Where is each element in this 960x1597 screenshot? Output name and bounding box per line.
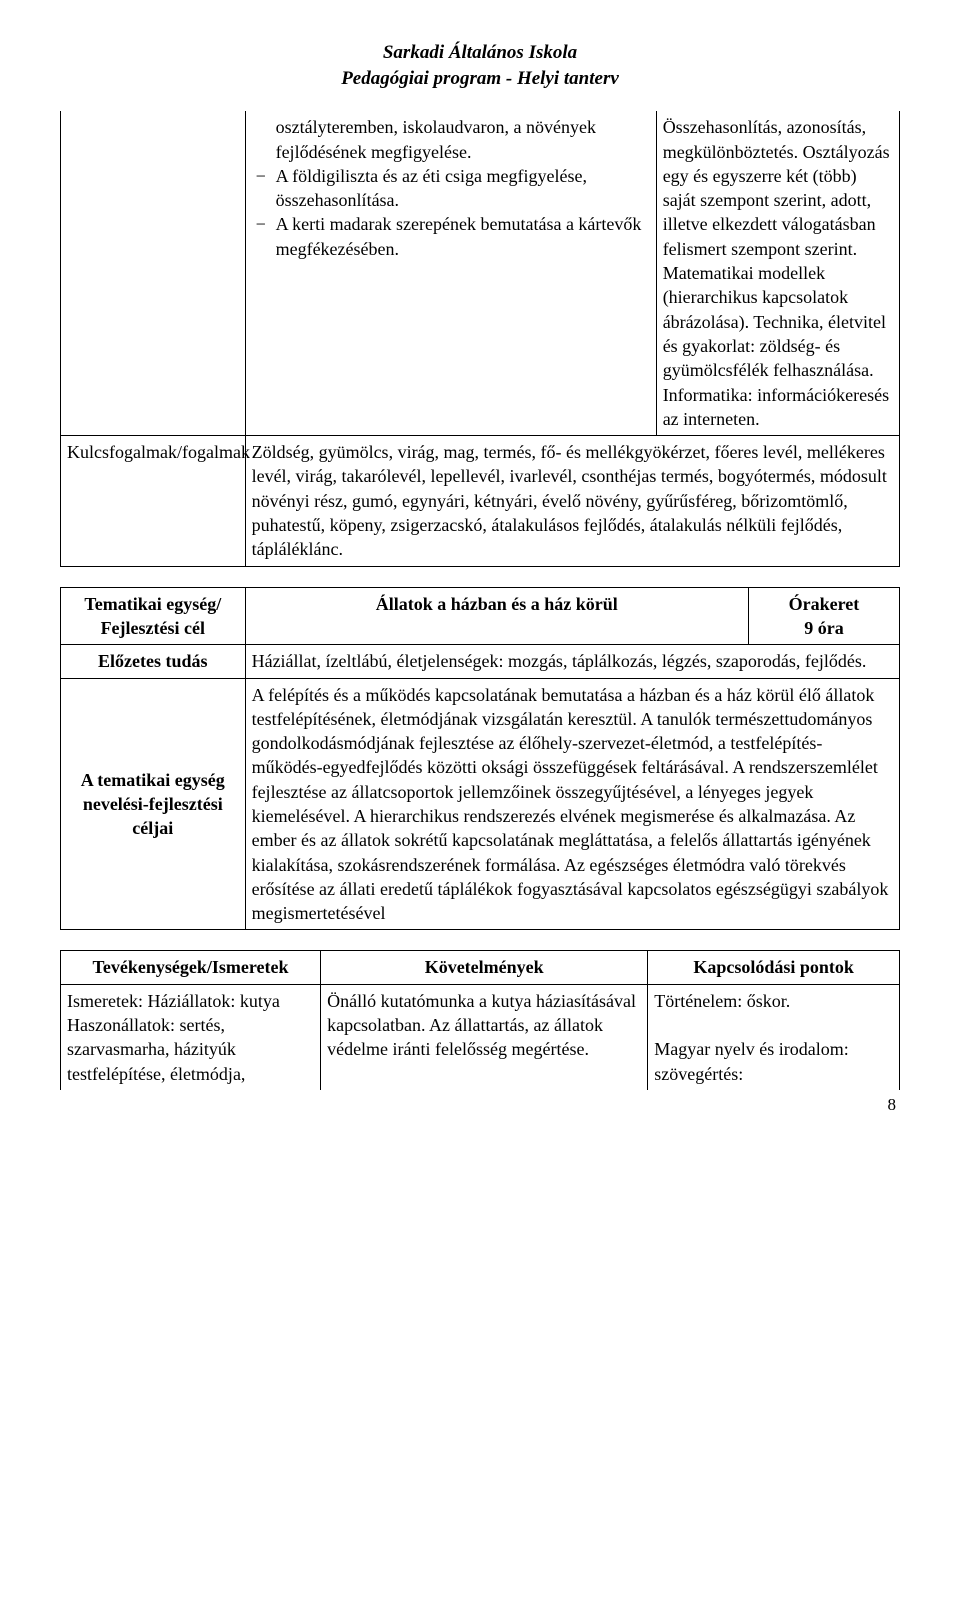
t1-r1-c2-item1: A földigiliszta és az éti csiga megfigye… xyxy=(252,164,650,213)
t3-h1: Tevékenységek/Ismeretek xyxy=(61,951,321,984)
page-number: 8 xyxy=(60,1094,900,1117)
t2-r1-hours-label: Órakeret xyxy=(789,594,860,614)
t2-r1-label: Tematikai egység/ Fejlesztési cél xyxy=(61,587,246,645)
t3-r-c2: Önálló kutatómunka a kutya háziasításáva… xyxy=(321,984,648,1090)
t1-r1-c2-intro: osztályteremben, iskolaudvaron, a növény… xyxy=(252,115,650,164)
t3-r-c1: Ismeretek: Háziállatok: kutya Haszonálla… xyxy=(61,984,321,1090)
t1-r1-c1 xyxy=(61,111,246,435)
header-line2: Pedagógiai program - Helyi tanterv xyxy=(60,66,900,92)
header-line1: Sarkadi Általános Iskola xyxy=(383,42,577,63)
t3-h2: Követelmények xyxy=(321,951,648,984)
page-header: Sarkadi Általános Iskola Pedagógiai prog… xyxy=(60,40,900,91)
table-tevekenysegek: Tevékenységek/Ismeretek Követelmények Ka… xyxy=(60,950,900,1089)
table-kulcsfogalmak: osztályteremben, iskolaudvaron, a növény… xyxy=(60,111,900,566)
t3-r-c3a: Történelem: őskor. xyxy=(654,991,790,1011)
table-tematikai: Tematikai egység/ Fejlesztési cél Állato… xyxy=(60,587,900,931)
t1-r1-c3: Összehasonlítás, azonosítás, megkülönböz… xyxy=(656,111,899,435)
t2-r3-label: A tematikai egység nevelési-fejlesztési … xyxy=(61,678,246,930)
t1-r2-label: Kulcsfogalmak/fogalmak xyxy=(61,436,246,566)
t3-r-c3: Történelem: őskor. Magyar nyelv és iroda… xyxy=(648,984,900,1090)
t2-r1-hours-value: 9 óra xyxy=(804,618,844,638)
t2-r1-title: Állatok a házban és a ház körül xyxy=(245,587,748,645)
t2-r2-label: Előzetes tudás xyxy=(61,645,246,678)
t2-r2-content: Háziállat, ízeltlábú, életjelenségek: mo… xyxy=(245,645,899,678)
t1-r2-content: Zöldség, gyümölcs, virág, mag, termés, f… xyxy=(245,436,899,566)
t3-h3: Kapcsolódási pontok xyxy=(648,951,900,984)
t3-r-c3b: Magyar nyelv és irodalom: szövegértés: xyxy=(654,1039,848,1083)
t1-r1-c2-list: A földigiliszta és az éti csiga megfigye… xyxy=(252,164,650,261)
t1-r1-c2: osztályteremben, iskolaudvaron, a növény… xyxy=(245,111,656,435)
t2-r1-hours: Órakeret 9 óra xyxy=(748,587,899,645)
t2-r3-content: A felépítés és a működés kapcsolatának b… xyxy=(245,678,899,930)
t1-r1-c2-item2: A kerti madarak szerepének bemutatása a … xyxy=(252,212,650,261)
